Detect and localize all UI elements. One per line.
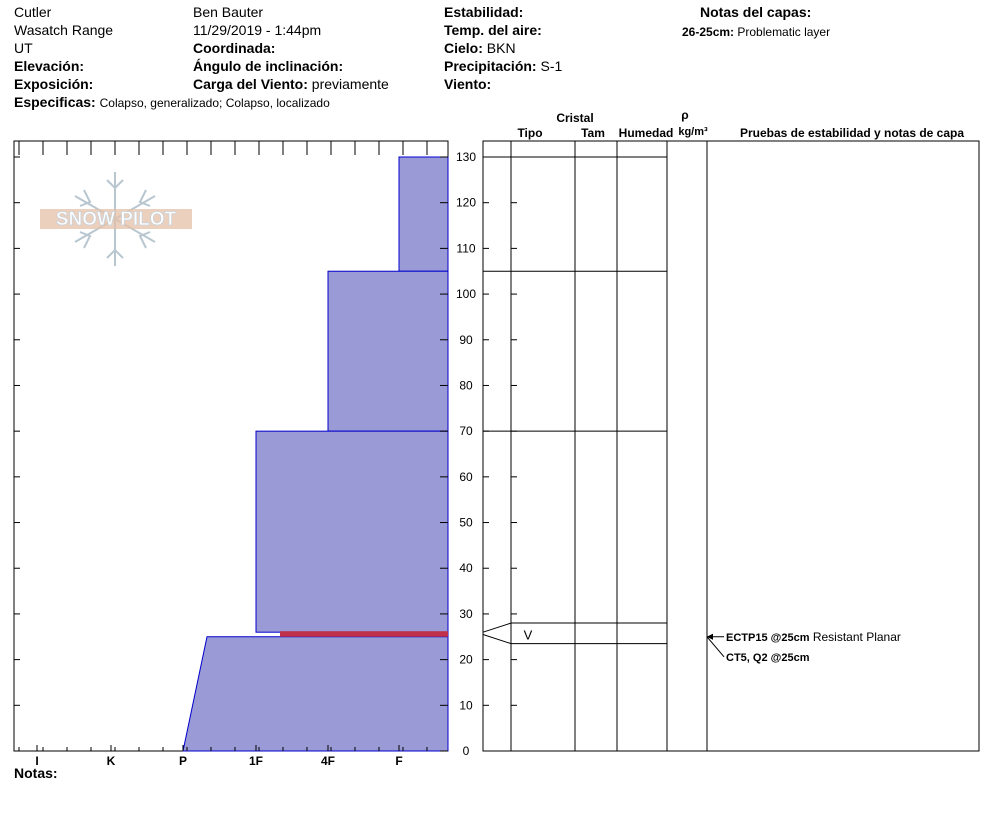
stability-field: Estabilidad: xyxy=(444,3,523,21)
wind-load-label: Carga del Viento: xyxy=(193,76,308,92)
wind-load-field: Carga del Viento: previamente xyxy=(193,75,389,93)
y-tick-label: 130 xyxy=(456,150,476,164)
snowpilot-logo: SNOW PILOT xyxy=(40,172,192,266)
layer-connector xyxy=(482,634,512,645)
layer-notes-title-text: Notas del capas: xyxy=(700,4,812,20)
wind-load-value: previamente xyxy=(311,76,389,92)
specifics-field: Especificas: Colapso, generalizado; Cola… xyxy=(14,93,330,112)
rho-header: ρ xyxy=(681,108,688,122)
sky-label: Cielo: xyxy=(444,40,483,56)
stability-label: Estabilidad: xyxy=(444,4,524,20)
state: UT xyxy=(14,40,33,56)
test-code: CT5, Q2 @25cm xyxy=(726,652,810,664)
y-tick-label: 50 xyxy=(459,516,473,530)
hardness-layer-2 xyxy=(255,430,449,633)
crystal-table-frame xyxy=(482,140,980,752)
precipitation-label: Precipitación: xyxy=(444,58,537,74)
notes-label: Notas: xyxy=(14,765,58,781)
x-tick-label: I xyxy=(35,754,38,768)
y-tick-label: 30 xyxy=(459,607,473,621)
slope-angle-label: Ángulo de inclinación: xyxy=(193,58,344,74)
location: Cutler xyxy=(14,4,52,20)
y-tick-label: 110 xyxy=(456,241,475,255)
specifics-label: Especificas: xyxy=(14,94,96,110)
hardness-layer-1 xyxy=(327,270,449,432)
tests-header: Pruebas de estabilidad y notas de capa xyxy=(740,126,964,140)
size-header: Tam xyxy=(581,126,605,140)
sky-value: BKN xyxy=(486,40,516,56)
y-tick-label: 0 xyxy=(463,744,470,758)
grain-type-symbol: V xyxy=(524,627,533,642)
crystal-header: Cristal xyxy=(556,111,593,125)
layer-notes-title: Notas del capas: xyxy=(700,3,811,21)
test-code: ECTP15 @25cm xyxy=(726,632,810,644)
y-tick-label: 20 xyxy=(459,653,473,667)
precipitation-value: S-1 xyxy=(540,58,563,74)
type-header: Tipo xyxy=(517,126,542,140)
date-time: 11/29/2019 - 1:44pm xyxy=(193,22,322,38)
x-tick-label: 4F xyxy=(321,754,335,768)
wind-label: Viento: xyxy=(444,76,492,92)
x-tick-label: K xyxy=(107,754,116,768)
specifics-value: Colapso, generalizado; Colapso, localiza… xyxy=(99,96,330,110)
coordinate-label: Coordinada: xyxy=(193,40,276,56)
stability-test-1: CT5, Q2 @25cm xyxy=(726,652,810,664)
y-tick-label: 80 xyxy=(459,378,473,392)
exposure-label: Exposición: xyxy=(14,76,94,92)
layer-note: 26-25cm: Problematic layer xyxy=(682,23,830,41)
y-tick-label: 10 xyxy=(459,698,473,712)
test-pointer xyxy=(706,636,725,658)
x-tick-label: 1F xyxy=(249,754,263,768)
y-tick-label: 90 xyxy=(459,333,473,347)
exposure-field: Exposición: xyxy=(14,75,93,93)
hardness-layer-4 xyxy=(182,636,449,752)
air-temp-label: Temp. del aire: xyxy=(444,22,542,38)
y-tick-label: 60 xyxy=(459,470,473,484)
test-arrow xyxy=(707,633,713,640)
density-unit-header: kg/m³ xyxy=(678,126,708,138)
test-note: Resistant Planar xyxy=(810,630,901,644)
x-tick-label: F xyxy=(395,754,402,768)
y-tick-label: 100 xyxy=(456,287,476,301)
moisture-header: Humedad xyxy=(619,126,674,140)
elevation-label: Elevación: xyxy=(14,58,85,74)
layer-note-text: Problematic layer xyxy=(737,25,831,39)
logo-band xyxy=(40,209,192,229)
stability-test-0: ECTP15 @25cm Resistant Planar xyxy=(726,630,901,644)
logo-text: SNOW PILOT xyxy=(56,209,177,230)
y-tick-label: 40 xyxy=(459,561,473,575)
hardness-layer-0 xyxy=(398,156,449,272)
air-temp-field: Temp. del aire: xyxy=(444,21,542,39)
sky-field: Cielo: BKN xyxy=(444,39,516,57)
slope-angle-field: Ángulo de inclinación: xyxy=(193,57,343,75)
mountain-range: Wasatch Range xyxy=(14,22,114,38)
y-tick-label: 70 xyxy=(459,424,473,438)
weak-layer-marker xyxy=(280,631,448,637)
wind-field: Viento: xyxy=(444,75,491,93)
y-tick-label: 120 xyxy=(456,196,476,210)
precipitation-field: Precipitación: S-1 xyxy=(444,57,562,75)
layer-connector xyxy=(482,622,512,633)
elevation-field: Elevación: xyxy=(14,57,84,75)
x-tick-label: P xyxy=(179,754,187,768)
coordinate-field: Coordinada: xyxy=(193,39,275,57)
observer: Ben Bauter xyxy=(193,4,264,20)
layer-note-depth: 26-25cm: xyxy=(682,25,735,39)
